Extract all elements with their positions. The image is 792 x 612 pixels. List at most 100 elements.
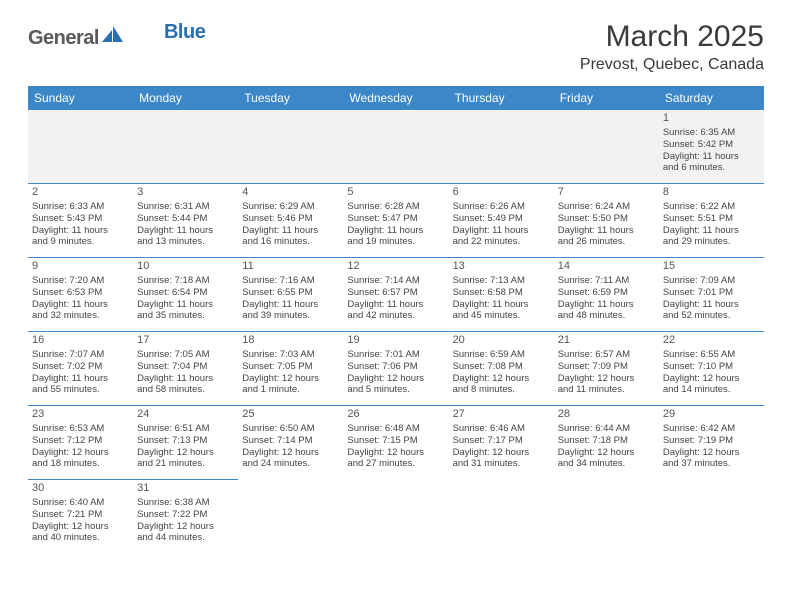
day-detail-line: Daylight: 11 hours	[137, 299, 234, 311]
day-detail-line: Sunrise: 6:35 AM	[663, 127, 760, 139]
day-number: 6	[453, 186, 550, 200]
day-detail-line: Sunset: 5:47 PM	[347, 213, 444, 225]
day-number: 1	[663, 112, 760, 126]
day-detail-line: Sunrise: 7:03 AM	[242, 349, 339, 361]
logo-text-general: General	[28, 27, 99, 50]
day-detail-line: Sunrise: 6:44 AM	[558, 423, 655, 435]
calendar-body: 1Sunrise: 6:35 AMSunset: 5:42 PM Daylight…	[28, 110, 764, 554]
weekday-header: Friday	[554, 87, 659, 110]
day-detail-line: Sunrise: 6:46 AM	[453, 423, 550, 435]
day-detail-line: Sunset: 7:14 PM	[242, 435, 339, 447]
day-detail-line: and 39 minutes.	[242, 310, 339, 322]
calendar-day-cell: 22Sunrise: 6:55 AMSunset: 7:10 PMDayligh…	[659, 332, 764, 406]
calendar-day-cell: 21Sunrise: 6:57 AMSunset: 7:09 PMDayligh…	[554, 332, 659, 406]
day-detail-line: and 32 minutes.	[32, 310, 129, 322]
day-detail-line: Sunset: 5:42 PM	[663, 139, 760, 151]
day-detail-line: Sunrise: 6:51 AM	[137, 423, 234, 435]
day-detail-line: Sunrise: 7:11 AM	[558, 275, 655, 287]
day-detail-line: and 14 minutes.	[663, 384, 760, 396]
day-detail-line: Sunset: 7:18 PM	[558, 435, 655, 447]
day-detail-line: Sunset: 7:13 PM	[137, 435, 234, 447]
day-detail-line: Daylight: 12 hours	[453, 373, 550, 385]
day-detail-line: Sunset: 6:59 PM	[558, 287, 655, 299]
calendar-day-cell: 30Sunrise: 6:40 AMSunset: 7:21 PMDayligh…	[28, 480, 133, 554]
day-detail-line: Daylight: 11 hours	[347, 299, 444, 311]
day-detail-line: Sunrise: 7:01 AM	[347, 349, 444, 361]
day-detail-line: Sunset: 7:04 PM	[137, 361, 234, 373]
day-detail-line: Sunrise: 6:55 AM	[663, 349, 760, 361]
day-detail-line: Sunset: 7:21 PM	[32, 509, 129, 521]
day-detail-line: and 27 minutes.	[347, 458, 444, 470]
day-detail-line: Sunset: 7:19 PM	[663, 435, 760, 447]
day-detail-line: Daylight: 12 hours	[347, 447, 444, 459]
day-detail-line: Sunrise: 7:14 AM	[347, 275, 444, 287]
calendar-day-cell: 4Sunrise: 6:29 AMSunset: 5:46 PMDaylight…	[238, 184, 343, 258]
day-detail-line: and 40 minutes.	[32, 532, 129, 544]
day-number: 10	[137, 260, 234, 274]
day-detail-line: Sunset: 6:54 PM	[137, 287, 234, 299]
day-detail-line: and 52 minutes.	[663, 310, 760, 322]
day-number: 23	[32, 408, 129, 422]
day-number: 22	[663, 334, 760, 348]
day-detail-line: Sunrise: 7:16 AM	[242, 275, 339, 287]
day-detail-line: Sunrise: 6:29 AM	[242, 201, 339, 213]
day-detail-line: Daylight: 12 hours	[137, 447, 234, 459]
calendar-day-cell: 5Sunrise: 6:28 AMSunset: 5:47 PMDaylight…	[343, 184, 448, 258]
day-number: 27	[453, 408, 550, 422]
day-detail-line: Sunset: 5:46 PM	[242, 213, 339, 225]
calendar-day-cell	[343, 110, 448, 184]
day-detail-line: and 24 minutes.	[242, 458, 339, 470]
day-number: 29	[663, 408, 760, 422]
day-detail-line: Daylight: 12 hours	[663, 373, 760, 385]
day-detail-line: Sunrise: 6:40 AM	[32, 497, 129, 509]
day-detail-line: Sunrise: 7:18 AM	[137, 275, 234, 287]
day-detail-line: and 16 minutes.	[242, 236, 339, 248]
calendar-day-cell	[28, 110, 133, 184]
day-detail-line: Sunrise: 7:07 AM	[32, 349, 129, 361]
day-number: 13	[453, 260, 550, 274]
day-number: 31	[137, 482, 234, 496]
day-detail-line: Sunset: 5:43 PM	[32, 213, 129, 225]
day-detail-line: Daylight: 11 hours	[663, 225, 760, 237]
day-detail-line: and 31 minutes.	[453, 458, 550, 470]
day-detail-line: and 45 minutes.	[453, 310, 550, 322]
calendar-day-cell	[554, 110, 659, 184]
day-detail-line: Sunrise: 7:09 AM	[663, 275, 760, 287]
weekday-header: Tuesday	[238, 87, 343, 110]
calendar-day-cell	[659, 480, 764, 554]
day-detail-line: Daylight: 11 hours	[242, 225, 339, 237]
calendar-day-cell: 28Sunrise: 6:44 AMSunset: 7:18 PMDayligh…	[554, 406, 659, 480]
calendar-table: Sunday Monday Tuesday Wednesday Thursday…	[28, 86, 764, 554]
day-detail-line: and 42 minutes.	[347, 310, 444, 322]
header: General Blue March 2025 Prevost, Quebec,…	[28, 20, 764, 74]
calendar-day-cell: 18Sunrise: 7:03 AMSunset: 7:05 PMDayligh…	[238, 332, 343, 406]
day-detail-line: Sunset: 7:12 PM	[32, 435, 129, 447]
day-detail-line: Sunrise: 7:13 AM	[453, 275, 550, 287]
day-detail-line: Daylight: 11 hours	[242, 299, 339, 311]
day-detail-line: and 6 minutes.	[663, 162, 760, 174]
calendar-week-row: 30Sunrise: 6:40 AMSunset: 7:21 PMDayligh…	[28, 480, 764, 554]
calendar-day-cell: 11Sunrise: 7:16 AMSunset: 6:55 PMDayligh…	[238, 258, 343, 332]
calendar-day-cell: 1Sunrise: 6:35 AMSunset: 5:42 PMDaylight…	[659, 110, 764, 184]
day-detail-line: Sunrise: 6:38 AM	[137, 497, 234, 509]
day-number: 9	[32, 260, 129, 274]
day-detail-line: and 22 minutes.	[453, 236, 550, 248]
day-detail-line: Sunrise: 7:20 AM	[32, 275, 129, 287]
day-detail-line: Sunset: 6:53 PM	[32, 287, 129, 299]
day-detail-line: Sunrise: 6:33 AM	[32, 201, 129, 213]
title-block: March 2025 Prevost, Quebec, Canada	[580, 20, 764, 74]
day-number: 18	[242, 334, 339, 348]
weekday-header: Sunday	[28, 87, 133, 110]
day-detail-line: Sunrise: 6:53 AM	[32, 423, 129, 435]
calendar-day-cell	[238, 110, 343, 184]
day-detail-line: Sunrise: 6:22 AM	[663, 201, 760, 213]
day-number: 2	[32, 186, 129, 200]
day-detail-line: Sunset: 6:57 PM	[347, 287, 444, 299]
day-number: 21	[558, 334, 655, 348]
day-detail-line: Sunset: 7:01 PM	[663, 287, 760, 299]
day-detail-line: Daylight: 12 hours	[242, 447, 339, 459]
calendar-day-cell: 20Sunrise: 6:59 AMSunset: 7:08 PMDayligh…	[449, 332, 554, 406]
day-number: 5	[347, 186, 444, 200]
calendar-day-cell: 7Sunrise: 6:24 AMSunset: 5:50 PMDaylight…	[554, 184, 659, 258]
day-number: 17	[137, 334, 234, 348]
